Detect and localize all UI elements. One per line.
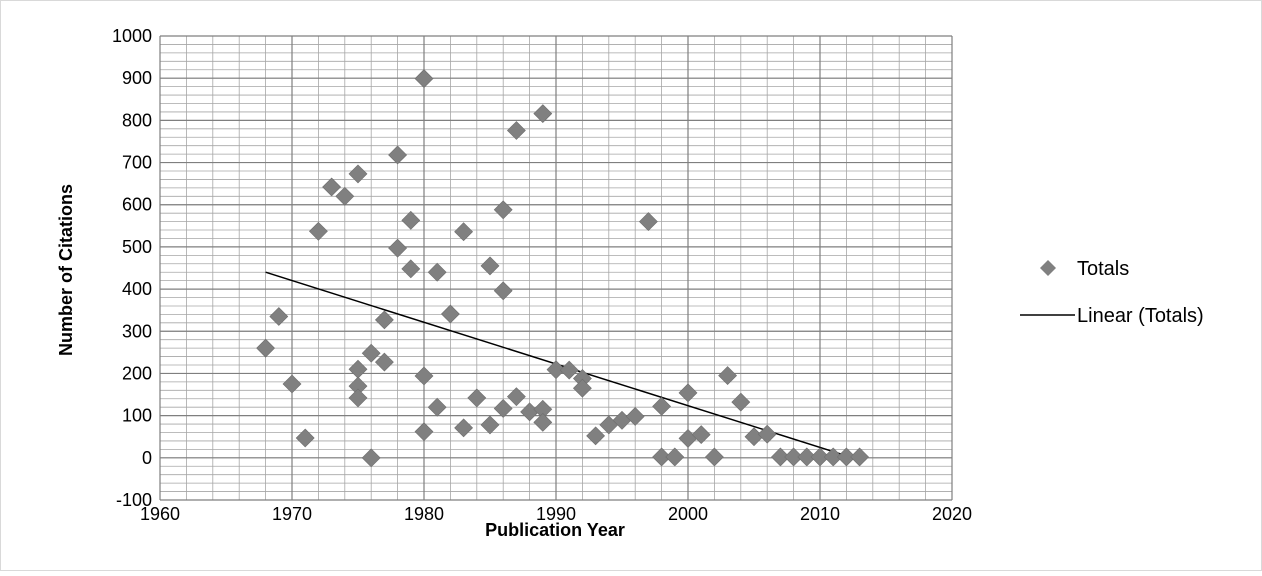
y-tick-label: 400: [122, 279, 152, 299]
data-point: [282, 374, 302, 394]
data-point: [520, 402, 540, 422]
data-point: [810, 447, 830, 467]
data-point: [269, 307, 289, 326]
data-point: [850, 447, 870, 467]
data-point: [770, 447, 790, 467]
data-point: [388, 145, 408, 165]
data-point: [480, 256, 500, 276]
data-point: [454, 222, 474, 242]
legend: Totals Linear (Totals): [1020, 258, 1204, 327]
data-point: [506, 387, 526, 407]
data-point: [256, 338, 276, 358]
data-point: [348, 164, 368, 184]
y-tick-label: 100: [122, 406, 152, 426]
y-tick-label: 600: [122, 195, 152, 215]
y-axis-title: Number of Citations: [56, 184, 76, 356]
data-point: [401, 210, 421, 230]
y-tick-label: 800: [122, 110, 152, 130]
data-point: [361, 448, 381, 468]
y-tick-label: 900: [122, 68, 152, 88]
data-point: [493, 281, 513, 301]
data-point: [454, 418, 474, 438]
data-point: [414, 69, 434, 89]
data-point: [401, 259, 421, 279]
x-tick-label: 1990: [536, 504, 576, 524]
y-tick-label: 500: [122, 237, 152, 257]
trendline: [265, 271, 860, 461]
data-point: [652, 447, 672, 467]
data-point: [348, 388, 368, 408]
x-tick-label: 2000: [668, 504, 708, 524]
data-point: [374, 352, 394, 372]
data-point: [638, 212, 658, 232]
data-point: [652, 396, 672, 416]
y-tick-label: 1000: [112, 26, 152, 46]
data-point: [546, 360, 566, 380]
data-point: [744, 427, 764, 447]
data-point: [797, 447, 817, 467]
data-point: [559, 360, 579, 380]
data-point: [493, 399, 513, 418]
data-point: [665, 447, 685, 467]
data-point: [414, 366, 434, 386]
y-tick-label: 300: [122, 321, 152, 341]
data-point: [374, 310, 394, 330]
data-point: [691, 425, 711, 445]
data-point: [586, 426, 606, 446]
x-axis-tick-labels: 1960 1970 1980 1990 2000 2010 2020: [140, 504, 972, 524]
x-tick-label: 1960: [140, 504, 180, 524]
legend-label-totals: Totals: [1077, 258, 1129, 280]
data-point: [533, 104, 553, 124]
data-point: [348, 359, 368, 379]
major-gridlines: [159, 35, 953, 501]
x-axis-title: Publication Year: [485, 520, 625, 540]
data-point: [361, 343, 381, 363]
trendline-layer: [265, 271, 860, 461]
data-point: [823, 447, 843, 467]
data-point: [440, 304, 460, 324]
data-point: [427, 397, 447, 417]
data-point: [678, 383, 698, 403]
y-tick-label: 200: [122, 363, 152, 383]
data-point: [322, 177, 342, 197]
data-point: [625, 407, 645, 426]
data-point: [784, 447, 804, 467]
data-point: [533, 412, 553, 432]
data-point: [308, 221, 328, 241]
data-point: [480, 415, 500, 435]
data-point: [718, 366, 738, 385]
data-point: [335, 186, 355, 206]
data-point: [704, 447, 724, 467]
legend-label-trendline: Linear (Totals): [1077, 305, 1204, 327]
y-tick-label: 700: [122, 153, 152, 173]
data-point: [731, 392, 751, 412]
data-point: [414, 422, 434, 442]
data-point: [295, 428, 315, 448]
data-point: [493, 200, 513, 220]
data-point: [757, 424, 777, 444]
x-tick-label: 2020: [932, 504, 972, 524]
y-tick-label: -100: [116, 490, 152, 510]
data-point: [572, 378, 592, 398]
data-point: [467, 388, 487, 408]
x-tick-label: 2010: [800, 504, 840, 524]
data-point: [388, 238, 408, 258]
data-point: [506, 121, 526, 140]
y-tick-label: 0: [142, 448, 152, 468]
legend-marker-totals: [1040, 260, 1056, 276]
scatter-points: [256, 69, 870, 468]
x-tick-label: 1970: [272, 504, 312, 524]
y-axis-tick-labels: -100 0 100 200 300 400 500 600 700 800 900 1000: [112, 26, 152, 510]
data-point: [427, 262, 447, 282]
x-tick-label: 1980: [404, 504, 444, 524]
data-point: [836, 447, 856, 467]
